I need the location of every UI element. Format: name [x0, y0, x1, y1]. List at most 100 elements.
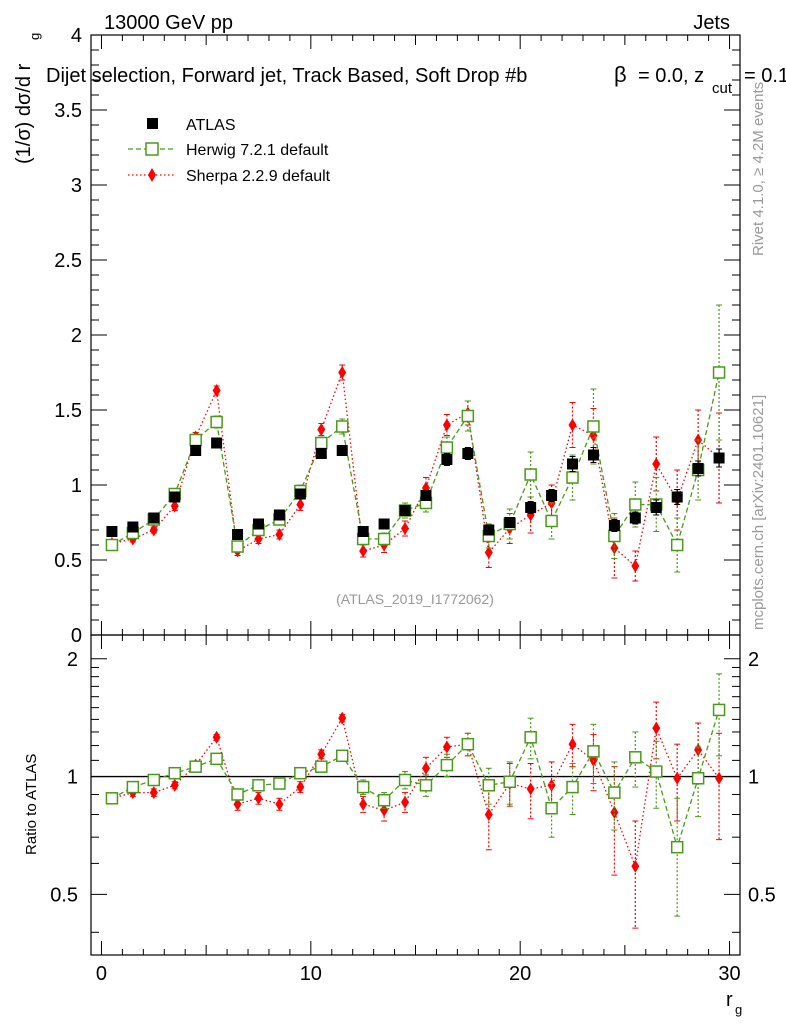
- sherpa-ratio-point: [233, 797, 242, 811]
- sherpa-ratio-point: [359, 797, 368, 811]
- y-axis-title-text: (1/σ) dσ/d r: [13, 63, 35, 164]
- herwig-point: [315, 436, 328, 450]
- atlas-point: [294, 488, 306, 500]
- atlas-point: [692, 463, 704, 474]
- main-plot-area: 0 0.5 1 1.5 2 2.5 3 3.5 4: [54, 25, 741, 647]
- herwig-ratio-point: [398, 773, 412, 787]
- y-tick-label-right: 0.5: [748, 884, 776, 906]
- x-tick-label: 20: [509, 963, 531, 985]
- y-tick-label: 1: [71, 475, 82, 497]
- y-tick-label: 2: [67, 649, 78, 671]
- herwig-point: [231, 540, 244, 553]
- zcut-sub-label: cut: [712, 80, 733, 97]
- atlas-point: [127, 521, 139, 533]
- y-axis-title-sub: g: [27, 33, 42, 40]
- energy-label: 13000 GeV pp: [104, 12, 233, 34]
- legend: ATLAS Herwig 7.2.1 default Sherpa 2.2.9 …: [128, 117, 331, 185]
- herwig-ratio-point: [231, 788, 244, 801]
- sherpa-point: [338, 366, 347, 379]
- ratio-plot-area: 0 10 20 30 0.5 0.5 1 1 2 2: [50, 634, 776, 985]
- atlas-point: [608, 520, 620, 531]
- atlas-point: [336, 445, 348, 456]
- herwig-ratio-point: [461, 737, 475, 751]
- herwig-point: [608, 529, 621, 543]
- sherpa-ratio-point: [212, 730, 221, 744]
- atlas-point: [378, 518, 390, 530]
- y-tick-label: 3.5: [54, 100, 82, 122]
- rivet-label: Rivet 4.1.0, ≥ 4.2M events: [750, 82, 767, 256]
- herwig-point: [189, 433, 202, 447]
- atlas-point: [169, 491, 181, 503]
- atlas-point: [106, 526, 118, 537]
- herwig-point: [105, 538, 119, 552]
- beta-value-label: = 0.0, z: [638, 65, 704, 87]
- atlas-point: [525, 502, 537, 513]
- herwig-point: [712, 366, 726, 379]
- herwig-ratio-point: [712, 703, 726, 717]
- herwig-ratio-point: [482, 779, 496, 792]
- herwig-point: [587, 420, 600, 433]
- sherpa-point: [484, 546, 493, 559]
- legend-herwig-marker: [145, 142, 159, 156]
- atlas-point: [441, 454, 453, 465]
- atlas-point: [211, 437, 223, 449]
- legend-atlas-marker: [147, 118, 158, 129]
- x-axis-title-sub: g: [735, 1002, 742, 1017]
- atlas-point: [462, 448, 474, 459]
- sherpa-ratio-point: [673, 771, 682, 785]
- herwig-ratio-point: [189, 760, 202, 773]
- sherpa-ratio-point: [484, 807, 493, 821]
- ratio-plot-frame: [90, 634, 741, 956]
- sherpa-point: [170, 499, 179, 513]
- herwig-point: [335, 420, 349, 433]
- herwig-point: [461, 409, 475, 423]
- herwig-point: [210, 415, 223, 429]
- y-tick-label: 3: [71, 175, 82, 197]
- y-axis-title-ratio: Ratio to ATLAS: [23, 754, 40, 855]
- sherpa-point: [631, 559, 640, 573]
- herwig-ratio-point: [503, 775, 516, 788]
- atlas-point: [252, 518, 264, 530]
- sherpa-point: [149, 523, 158, 537]
- herwig-ratio-point: [377, 793, 391, 807]
- atlas-point: [399, 505, 411, 516]
- herwig-ratio-point: [629, 751, 642, 764]
- sherpa-point: [275, 528, 284, 541]
- herwig-ratio-point: [252, 779, 265, 792]
- sherpa-ratio-point: [254, 791, 263, 805]
- herwig-ratio-point: [419, 779, 433, 792]
- herwig-ratio-point: [608, 786, 621, 799]
- herwig-ratio-point: [168, 766, 181, 780]
- atlas-point: [713, 452, 725, 464]
- beta-symbol: β: [614, 62, 627, 87]
- x-tick-label: 0: [96, 963, 107, 985]
- sherpa-point: [610, 541, 619, 555]
- y-tick-label-right: 1: [748, 767, 759, 789]
- y-tick-label: 2.5: [54, 250, 82, 272]
- process-label: Jets: [693, 12, 730, 34]
- sherpa-ratio-line: [111, 716, 720, 869]
- atlas-point: [587, 449, 599, 461]
- legend-sherpa-label: Sherpa 2.2.9 default: [186, 168, 331, 185]
- herwig-point: [440, 441, 454, 454]
- y-tick-label: 4: [71, 25, 82, 47]
- y-tick-label: 0: [71, 625, 82, 647]
- y-tick-label-right: 2: [748, 649, 759, 671]
- legend-herwig-label: Herwig 7.2.1 default: [186, 142, 329, 159]
- sherpa-point: [652, 457, 661, 471]
- x-tick-label: 30: [718, 963, 740, 985]
- atlas-point: [546, 490, 558, 501]
- sherpa-ratio-point: [296, 780, 305, 794]
- sherpa-ratio-point: [380, 803, 389, 817]
- atlas-point: [671, 491, 683, 503]
- y-tick-label: 0.5: [50, 884, 78, 906]
- sherpa-ratio-point: [421, 761, 430, 775]
- herwig-ratio-point: [294, 766, 307, 780]
- atlas-point: [483, 524, 495, 536]
- herwig-ratio-point: [335, 749, 349, 763]
- atlas-point: [357, 526, 369, 537]
- y-tick-label: 1.5: [54, 400, 82, 422]
- herwig-point: [629, 498, 642, 511]
- legend-sherpa-marker: [148, 168, 156, 182]
